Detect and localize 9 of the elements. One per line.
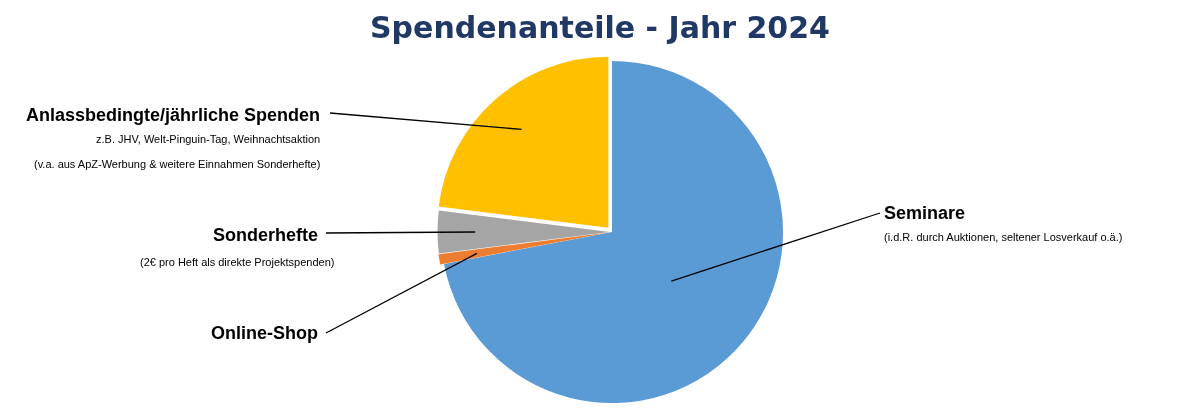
text: z.B. JHV, Welt-Pinguin-Tag, Weihnachtsaktion xyxy=(96,133,321,145)
slice-label: Anlassbedingte/jährliche Spenden xyxy=(26,104,321,126)
slice-label: Sonderhefte xyxy=(213,224,319,246)
slice-label: Seminare xyxy=(884,202,966,224)
text: (i.d.R. durch Auktionen, seltener Losverkauf o.ä.) xyxy=(884,231,1123,243)
text: (v.a. aus ApZ-Werbung & weitere Einnahmen Sonderhefte) xyxy=(34,158,321,170)
text: (2€ pro Heft als direkte Projektspenden) xyxy=(140,256,335,268)
slice-label: Online-Shop xyxy=(211,322,318,344)
chart-title: Spendenanteile - Jahr 2024 xyxy=(369,10,831,45)
